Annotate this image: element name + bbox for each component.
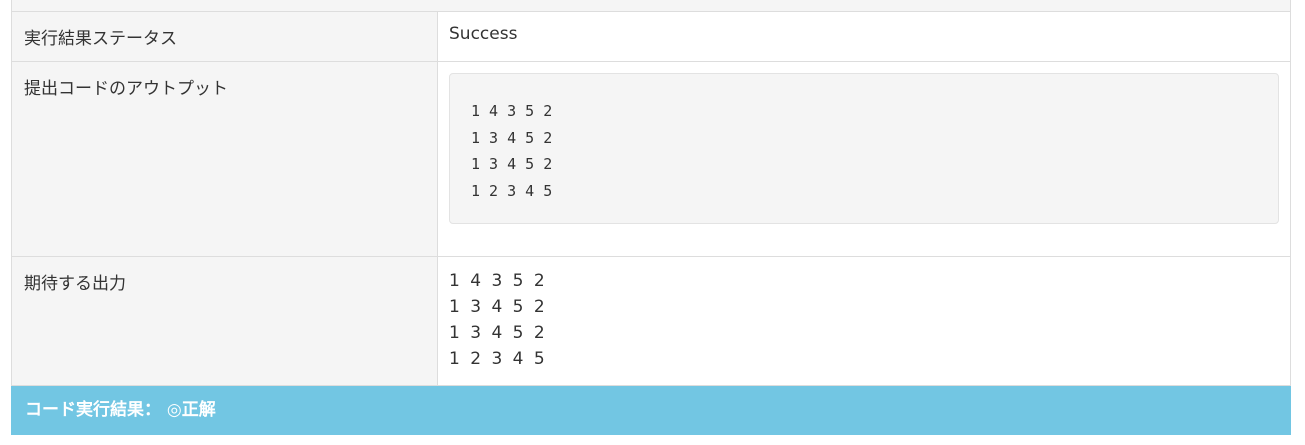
expected-row: 期待する出力 1 4 3 5 2 1 3 4 5 2 1 3 4 5 2 1 2… [11, 256, 1291, 386]
status-row: 実行結果ステータス Success [11, 11, 1291, 62]
submitted-output: 1 4 3 5 2 1 3 4 5 2 1 3 4 5 2 1 2 3 4 5 [449, 73, 1279, 224]
result-banner: コード実行結果： ◎正解 [11, 386, 1291, 435]
status-value: Success [437, 11, 1291, 62]
result-value: ◎正解 [166, 400, 216, 420]
output-line: 1 2 3 4 5 [471, 182, 553, 201]
expected-line: 1 3 4 5 2 [449, 323, 548, 343]
status-label: 実行結果ステータス [11, 11, 438, 62]
output-line: 1 4 3 5 2 [471, 102, 553, 120]
result-panel: 実行結果ステータス Success 提出コードのアウトプット 1 4 3 5 2… [11, 0, 1291, 435]
output-line: 1 3 4 5 2 [471, 155, 553, 174]
expected-output: 1 4 3 5 2 1 3 4 5 2 1 3 4 5 2 1 2 3 4 5 [449, 268, 1279, 372]
output-row: 提出コードのアウトプット 1 4 3 5 2 1 3 4 5 2 1 3 4 5 2… [11, 61, 1291, 257]
expected-line: 1 2 3 4 5 [449, 349, 548, 369]
expected-line: 1 3 4 5 2 [449, 297, 548, 317]
result-label: コード実行結果： [25, 400, 161, 420]
expected-label: 期待する出力 [11, 256, 438, 386]
output-label: 提出コードのアウトプット [11, 61, 438, 257]
result-table: 実行結果ステータス Success 提出コードのアウトプット 1 4 3 5 2… [11, 11, 1291, 386]
output-line: 1 3 4 5 2 [471, 128, 553, 147]
previous-row [11, 0, 1291, 11]
expected-line: 1 4 3 5 2 [449, 271, 548, 291]
